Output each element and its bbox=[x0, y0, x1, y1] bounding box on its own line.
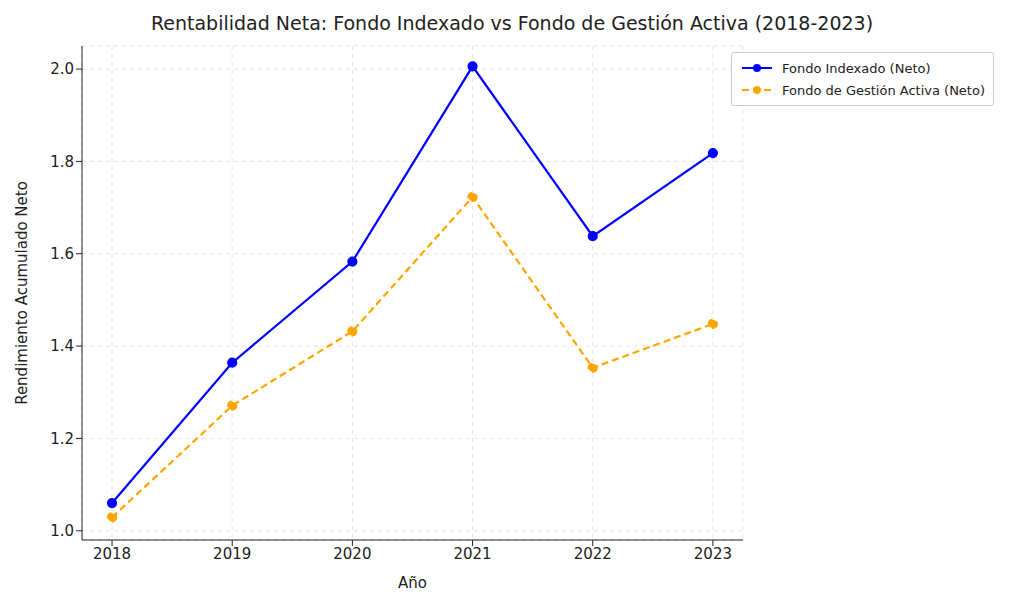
html-text:Fondo Indexado (Neto): Fondo Indexado (Neto) bbox=[782, 60, 931, 76]
svg-text:2020: 2020 bbox=[333, 545, 371, 563]
svg-text:Año: Año bbox=[398, 574, 427, 592]
svg-text:2023: 2023 bbox=[694, 545, 732, 563]
svg-text:1.8: 1.8 bbox=[50, 153, 74, 171]
svg-text:1.4: 1.4 bbox=[50, 337, 74, 355]
svg-text:Rendimiento Acumulado Neto: Rendimiento Acumulado Neto bbox=[13, 181, 31, 405]
svg-text:1.0: 1.0 bbox=[50, 522, 74, 540]
svg-text:2019: 2019 bbox=[213, 545, 251, 563]
svg-text:2018: 2018 bbox=[93, 545, 131, 563]
svg-text:2.0: 2.0 bbox=[50, 60, 74, 78]
svg-text:1.6: 1.6 bbox=[50, 245, 74, 263]
svg-text:1.2: 1.2 bbox=[50, 430, 74, 448]
html-text:Rentabilidad Neta: Fondo Index: Rentabilidad Neta: Fondo Indexado vs Fon… bbox=[150, 12, 874, 34]
svg-text:2022: 2022 bbox=[574, 545, 612, 563]
svg-text:2021: 2021 bbox=[453, 545, 491, 563]
html-text:Fondo de Gestión Activa (Neto): Fondo de Gestión Activa (Neto) bbox=[782, 82, 985, 98]
